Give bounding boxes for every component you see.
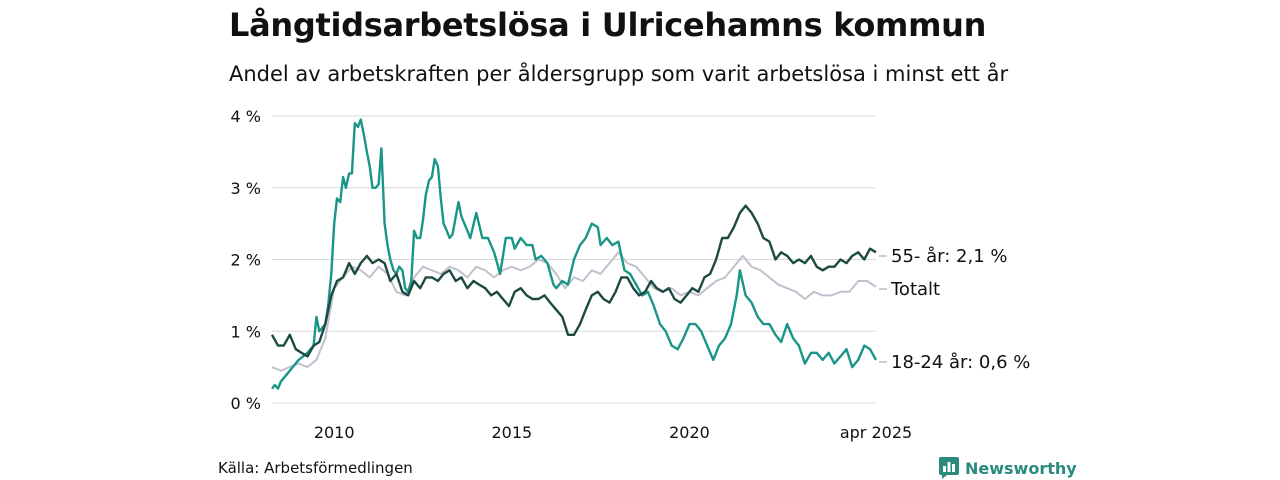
x-tick-label: apr 2025 [840, 423, 912, 442]
chart-title: Långtidsarbetslösa i Ulricehamns kommun [229, 6, 987, 44]
x-tick-label: 2020 [669, 423, 710, 442]
end-label-youth: 18-24 år: 0,6 % [891, 352, 1030, 373]
series-lines [270, 118, 878, 390]
y-axis: 0 % 1 % 2 % 3 % 4 % [231, 107, 261, 413]
brand-name: Newsworthy [965, 458, 1077, 478]
bar-chart-logo-icon [939, 457, 959, 479]
end-label-s55: 55- år: 2,1 % [891, 246, 1007, 267]
y-tick-label: 4 % [231, 107, 261, 126]
y-tick-label: 0 % [231, 394, 261, 413]
source-note: Källa: Arbetsförmedlingen [218, 459, 413, 477]
chart-subtitle: Andel av arbetskraften per åldersgrupp s… [229, 62, 1009, 86]
end-label-total: Totalt [890, 279, 940, 300]
end-labels: Totalt 18-24 år: 0,6 % 55- år: 2,1 % [879, 246, 1030, 373]
series-line-total [271, 251, 877, 372]
brand-logo[interactable]: Newsworthy [939, 457, 1077, 479]
y-tick-label: 3 % [231, 179, 261, 198]
x-tick-label: 2010 [314, 423, 355, 442]
series-line-youth [271, 118, 878, 390]
x-tick-label: 2015 [491, 423, 532, 442]
y-tick-label: 1 % [231, 322, 261, 341]
x-axis: 2010 2015 2020 apr 2025 [314, 423, 912, 442]
y-tick-label: 2 % [231, 251, 261, 270]
series-line-s55 [270, 204, 877, 358]
